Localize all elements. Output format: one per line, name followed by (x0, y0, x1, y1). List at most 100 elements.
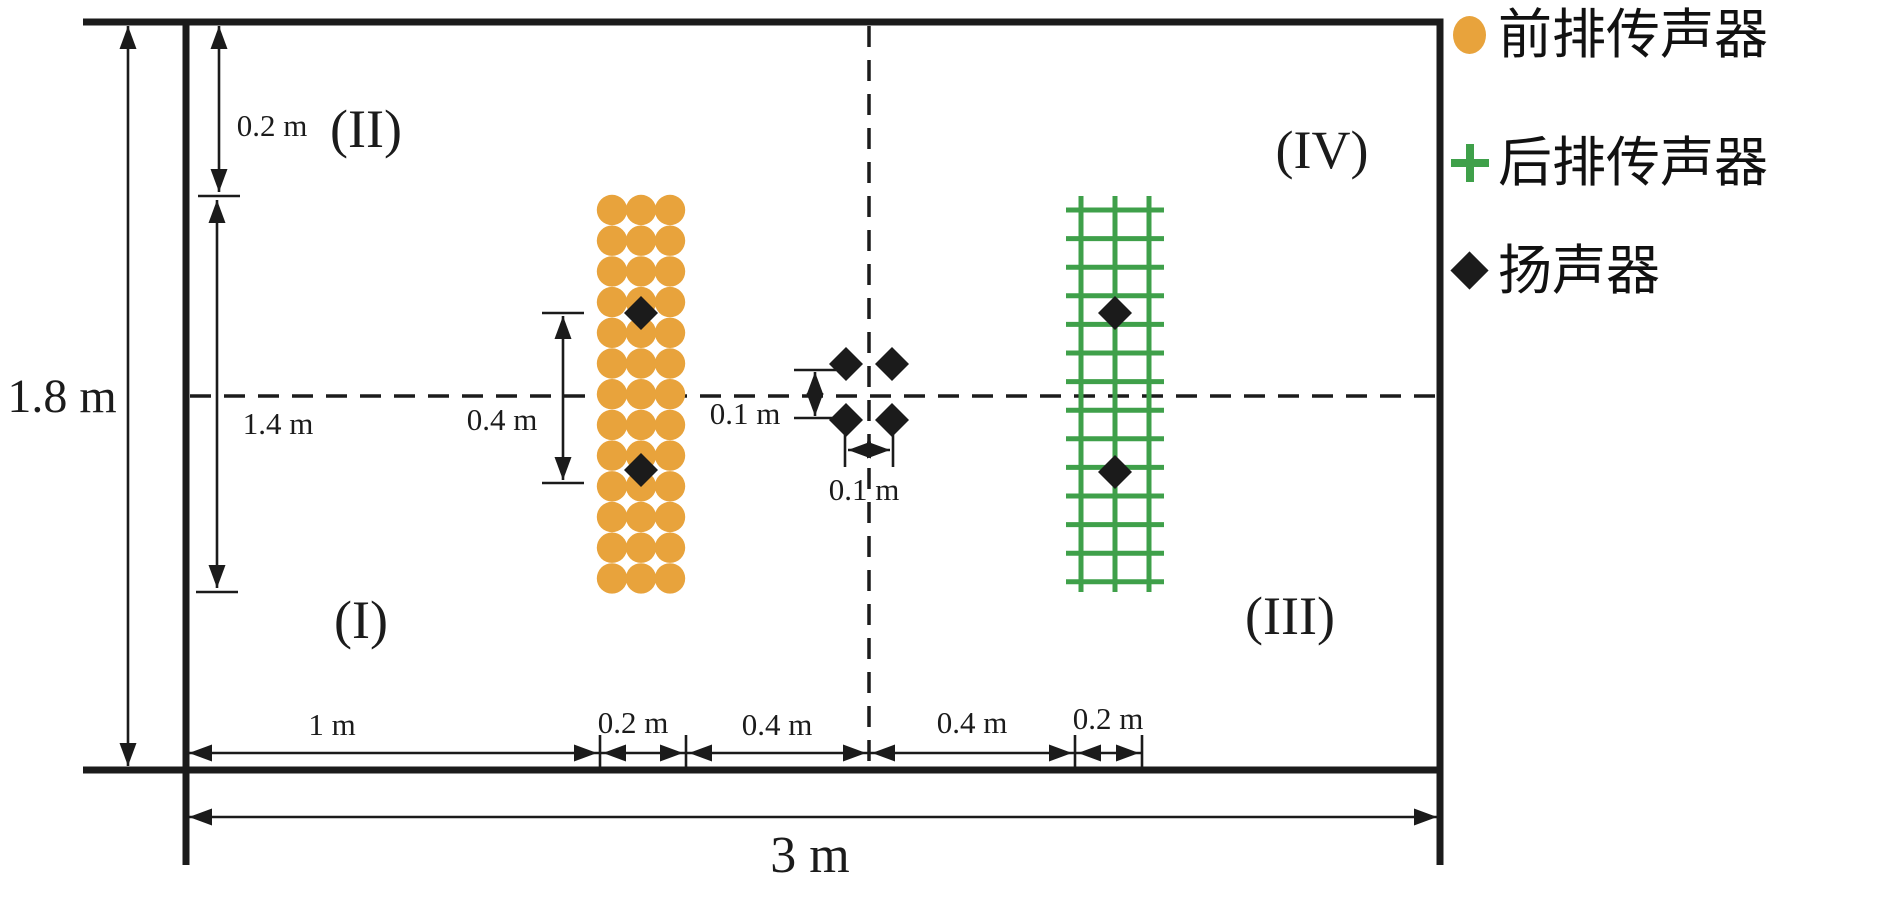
dimension-lines (119, 26, 1437, 826)
loudspeaker-diamond-icon (1448, 249, 1492, 293)
dimension-arrowhead (554, 316, 572, 339)
dimension-arrowhead (210, 169, 228, 192)
legend-label-loudspeaker: 扬声器 (1498, 241, 1660, 301)
front-mic (654, 409, 686, 441)
loudspeaker-diamond (875, 347, 909, 381)
rear-mic-plus-icon (1448, 141, 1492, 185)
front-mic (625, 563, 657, 594)
front-mic (596, 317, 628, 348)
dim-label-center-rear-gap: 0.4 m (937, 705, 1008, 740)
dim-label-front-array-width: 0.2 m (598, 705, 669, 740)
legend-item-front-mics: 前排传声器 (1448, 8, 1768, 62)
dimension-arrowhead (208, 565, 226, 588)
front-mic (625, 194, 657, 226)
dim-label-center-vertical-gap: 0.1 m (710, 396, 781, 431)
room-walls (83, 18, 1444, 865)
dimension-arrowhead (660, 744, 683, 762)
dimension-arrowhead (554, 457, 572, 480)
front-mic (654, 471, 686, 502)
dimension-arrowhead (603, 744, 626, 762)
front-mic (654, 194, 686, 226)
front-mic (625, 348, 657, 379)
dimension-arrowhead (1049, 744, 1072, 762)
dimension-arrowhead (806, 372, 824, 395)
quadrant-label-III: (III) (1245, 586, 1335, 646)
front-mic-array (596, 194, 686, 594)
front-mic (596, 501, 628, 533)
dim-label-array-height: 1.4 m (243, 406, 314, 441)
rear-mic-array (1066, 196, 1164, 592)
dimension-arrowhead (1116, 744, 1139, 762)
front-mic (596, 286, 628, 318)
legend-label-rear-mics: 后排传声器 (1498, 133, 1768, 193)
dimension-arrowhead (689, 744, 712, 762)
quadrant-labels: (II) (IV) (I) (III) (330, 99, 1368, 650)
dimension-arrowhead (208, 200, 226, 223)
dim-label-front-center-gap: 0.4 m (742, 707, 813, 742)
quadrant-label-IV: (IV) (1276, 120, 1369, 180)
front-mic (654, 440, 686, 471)
dim-label-left-offset: 1 m (308, 707, 355, 742)
dimension-arrowhead (119, 26, 137, 49)
front-mic (596, 409, 628, 441)
quadrant-label-I: (I) (334, 590, 388, 650)
front-mic (654, 563, 686, 594)
dimension-arrowhead (210, 26, 228, 49)
front-mic (654, 225, 686, 256)
front-mic (654, 317, 686, 348)
front-mic (625, 317, 657, 348)
loudspeaker-diamond (624, 453, 658, 487)
legend-item-rear-mics: 后排传声器 (1448, 136, 1768, 190)
dimension-arrowhead (872, 744, 895, 762)
dim-label-room-height: 1.8 m (7, 370, 116, 423)
legend-label-front-mics: 前排传声器 (1498, 5, 1768, 65)
front-mic (596, 225, 628, 256)
front-mic (596, 532, 628, 563)
dimension-arrowhead (119, 743, 137, 766)
dimension-arrowhead (867, 441, 890, 459)
front-mic (654, 501, 686, 533)
front-mic (596, 379, 628, 410)
front-mic (625, 225, 657, 256)
loudspeaker-diamond (875, 403, 909, 437)
dimension-arrowhead (1078, 744, 1101, 762)
front-mic (596, 194, 628, 226)
front-mic-dot-icon (1448, 13, 1492, 57)
front-mic (596, 440, 628, 471)
front-mic (654, 286, 686, 318)
loudspeakers (624, 296, 1132, 489)
dimension-arrowhead (1414, 808, 1437, 826)
front-mic (596, 348, 628, 379)
dim-label-top-gap: 0.2 m (237, 108, 308, 143)
front-mic (625, 532, 657, 563)
quadrant-label-II: (II) (330, 99, 402, 159)
front-mic (654, 256, 686, 287)
loudspeaker-diamond (829, 347, 863, 381)
front-mic (625, 409, 657, 441)
dimension-arrowhead (189, 808, 212, 826)
loudspeaker-diamond (624, 296, 658, 330)
dim-label-center-horizontal-gap: 0.1 m (829, 472, 900, 507)
loudspeaker-diamond (829, 403, 863, 437)
dimension-arrowhead (189, 744, 212, 762)
loudspeaker-diamond (1098, 296, 1132, 330)
front-mic (625, 379, 657, 410)
loudspeaker-diamond (1098, 455, 1132, 489)
front-mic (654, 532, 686, 563)
dimension-labels: 1.8 m 0.2 m 1.4 m 0.4 m 0.1 m 0.1 m 1 m 0.2 m 0.… (7, 108, 1143, 884)
dim-label-rear-array-width: 0.2 m (1073, 701, 1144, 736)
dimension-arrowhead (843, 744, 866, 762)
dim-label-front-speaker-gap: 0.4 m (467, 402, 538, 437)
front-mic (625, 256, 657, 287)
dimension-arrowhead (806, 393, 824, 416)
legend-item-loudspeaker: 扬声器 (1448, 244, 1660, 298)
front-mic (596, 563, 628, 594)
dimension-arrowhead (574, 744, 597, 762)
front-mic (596, 256, 628, 287)
dim-label-room-width: 3 m (770, 827, 849, 884)
front-mic (654, 348, 686, 379)
front-mic (625, 501, 657, 533)
front-mic (654, 379, 686, 410)
